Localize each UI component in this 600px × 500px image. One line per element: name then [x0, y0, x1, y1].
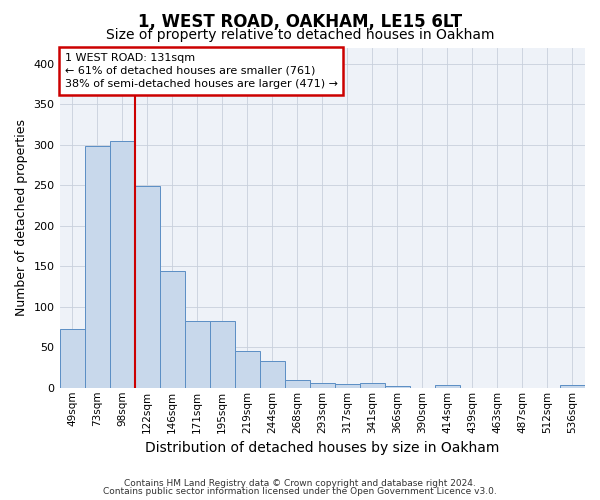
Text: Contains HM Land Registry data © Crown copyright and database right 2024.: Contains HM Land Registry data © Crown c…	[124, 478, 476, 488]
Bar	[209, 320, 235, 388]
Text: 1 WEST ROAD: 131sqm
← 61% of detached houses are smaller (761)
38% of semi-detac: 1 WEST ROAD: 131sqm ← 61% of detached ho…	[65, 52, 338, 89]
Bar	[85, 146, 110, 388]
Bar	[560, 386, 585, 388]
Y-axis label: Number of detached properties: Number of detached properties	[15, 119, 28, 316]
Bar	[385, 386, 410, 388]
Bar	[435, 386, 460, 388]
Bar	[260, 361, 285, 388]
Bar	[310, 383, 335, 388]
Bar	[59, 330, 85, 388]
Bar	[235, 352, 260, 388]
Bar	[360, 383, 385, 388]
Text: Size of property relative to detached houses in Oakham: Size of property relative to detached ho…	[106, 28, 494, 42]
Text: 1, WEST ROAD, OAKHAM, LE15 6LT: 1, WEST ROAD, OAKHAM, LE15 6LT	[138, 12, 462, 30]
Bar	[134, 186, 160, 388]
Bar	[285, 380, 310, 388]
X-axis label: Distribution of detached houses by size in Oakham: Distribution of detached houses by size …	[145, 441, 499, 455]
Bar	[110, 140, 134, 388]
Bar	[185, 320, 209, 388]
Text: Contains public sector information licensed under the Open Government Licence v3: Contains public sector information licen…	[103, 487, 497, 496]
Bar	[160, 271, 185, 388]
Bar	[335, 384, 360, 388]
